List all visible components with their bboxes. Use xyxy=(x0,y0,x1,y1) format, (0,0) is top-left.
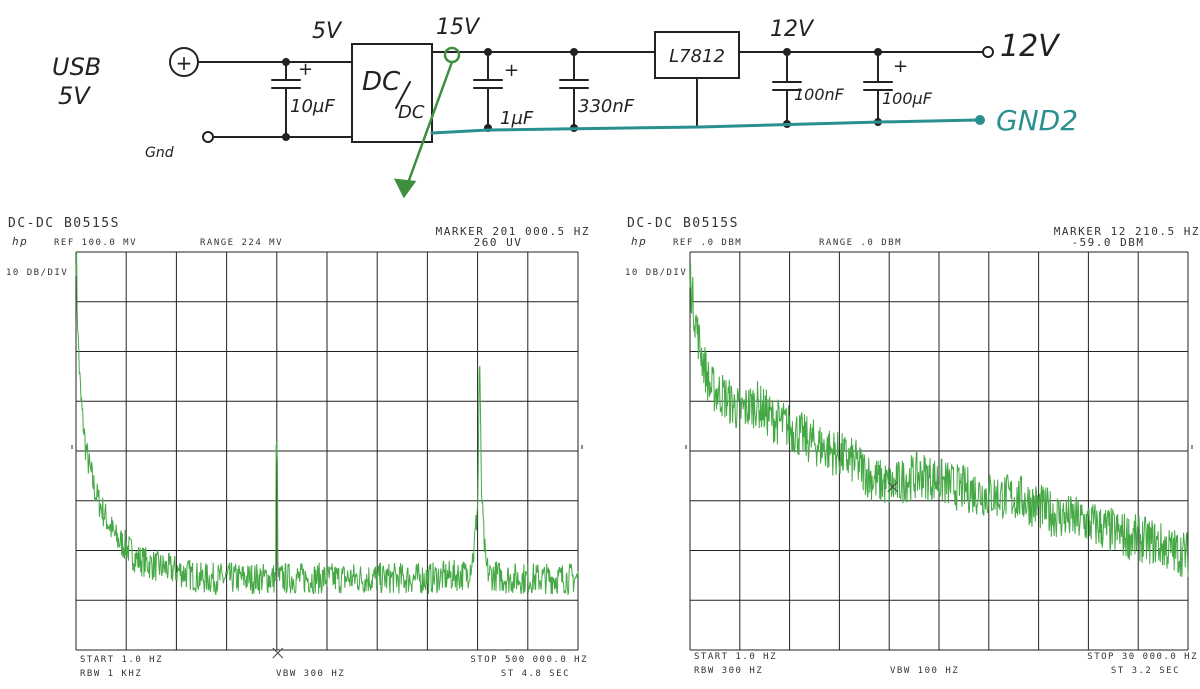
c3-label: 330nF xyxy=(578,96,635,117)
spectrum-panel-left: DC-DC B0515S hp REF 100.0 MV RANGE 224 MV MA… xyxy=(6,216,590,679)
range-setting: RANGE 224 MV xyxy=(200,238,283,248)
marker-value: -59.0 DBM xyxy=(1071,236,1144,249)
c4-label: 100nF xyxy=(794,85,845,104)
marker-frequency: MARKER 201 000.5 HZ xyxy=(436,225,590,238)
hp-logo: hp xyxy=(12,235,28,248)
marker-frequency: MARKER 12 210.5 HZ xyxy=(1054,225,1200,238)
resolution-bandwidth: RBW 300 HZ xyxy=(694,666,763,676)
gnd2-terminal-icon xyxy=(975,115,985,125)
usb-label: USB xyxy=(52,53,101,81)
spectrum-trace xyxy=(689,262,1189,577)
chart-title: DC-DC B0515S xyxy=(8,216,120,231)
v-reg-label: 12V xyxy=(770,17,815,42)
gnd2-net: GND2 xyxy=(430,104,1078,137)
start-frequency: START 1.0 HZ xyxy=(694,652,777,662)
chart-title: DC-DC B0515S xyxy=(627,216,739,231)
sweep-time: ST 3.2 SEC xyxy=(1111,666,1180,676)
c1-polarity: + xyxy=(298,59,313,80)
video-bandwidth: VBW 300 HZ xyxy=(276,669,345,679)
capacitor-c2-icon xyxy=(473,51,503,129)
capacitor-c4-icon xyxy=(772,51,802,125)
stop-frequency: STOP 30 000.0 HZ xyxy=(1087,652,1198,662)
marker-value: 260 UV xyxy=(474,236,523,249)
capacitor-c1-icon xyxy=(271,61,301,138)
c5-polarity: + xyxy=(893,56,908,77)
ref-level: REF .0 DBM xyxy=(673,238,742,248)
probe-arrowhead-icon xyxy=(393,178,417,199)
output-terminal-icon xyxy=(982,46,994,58)
sweep-time: ST 4.8 SEC xyxy=(501,669,570,679)
c2-label: 1µF xyxy=(500,108,534,129)
spectrum-panel-right: DC-DC B0515S hp REF .0 DBM RANGE .0 DBM MARK… xyxy=(625,216,1200,676)
probe-arrow xyxy=(393,46,461,199)
hp-logo: hp xyxy=(631,235,647,248)
scale-per-division: 10 DB/DIV xyxy=(6,268,68,278)
gnd2-wire xyxy=(430,118,980,135)
marker-x-icon xyxy=(272,647,284,659)
capacitor-c5-icon xyxy=(863,51,893,123)
output-label: 12V xyxy=(1000,29,1061,64)
v-dcdc-label: 15V xyxy=(436,15,481,40)
range-setting: RANGE .0 DBM xyxy=(819,238,902,248)
scale-per-division: 10 DB/DIV xyxy=(625,268,687,278)
grid xyxy=(689,251,1189,651)
schematic: USB 5V + Gnd + 10µF 5V DC DC 15V + 1µF xyxy=(52,15,1061,161)
capacitor-c3-icon xyxy=(559,51,589,129)
c5-label: 100µF xyxy=(882,89,933,108)
spectrum-trace xyxy=(75,251,579,597)
usb-voltage-label: 5V xyxy=(58,82,91,110)
marker-x-icon xyxy=(887,481,899,493)
resolution-bandwidth: RBW 1 KHZ xyxy=(80,669,142,679)
grid xyxy=(75,251,579,651)
probe-point-icon xyxy=(443,46,461,64)
start-frequency: START 1.0 HZ xyxy=(80,655,163,665)
positive-terminal-label: + xyxy=(176,51,193,75)
stop-frequency: STOP 500 000.0 HZ xyxy=(470,655,588,665)
gnd2-label: GND2 xyxy=(996,104,1078,137)
gnd-terminal-label: Gnd xyxy=(145,145,174,161)
c2-polarity: + xyxy=(504,60,519,81)
video-bandwidth: VBW 100 HZ xyxy=(890,666,959,676)
dcdc-converter-block xyxy=(351,43,433,143)
ref-level: REF 100.0 MV xyxy=(54,238,137,248)
dcdc-bottom-label: DC xyxy=(398,102,425,123)
v-in-label: 5V xyxy=(312,19,343,44)
c1-label: 10µF xyxy=(290,96,335,117)
dcdc-top-label: DC xyxy=(362,67,401,97)
gnd-terminal-icon xyxy=(202,131,214,143)
probe-line xyxy=(402,60,454,196)
regulator-label: L7812 xyxy=(669,46,725,67)
